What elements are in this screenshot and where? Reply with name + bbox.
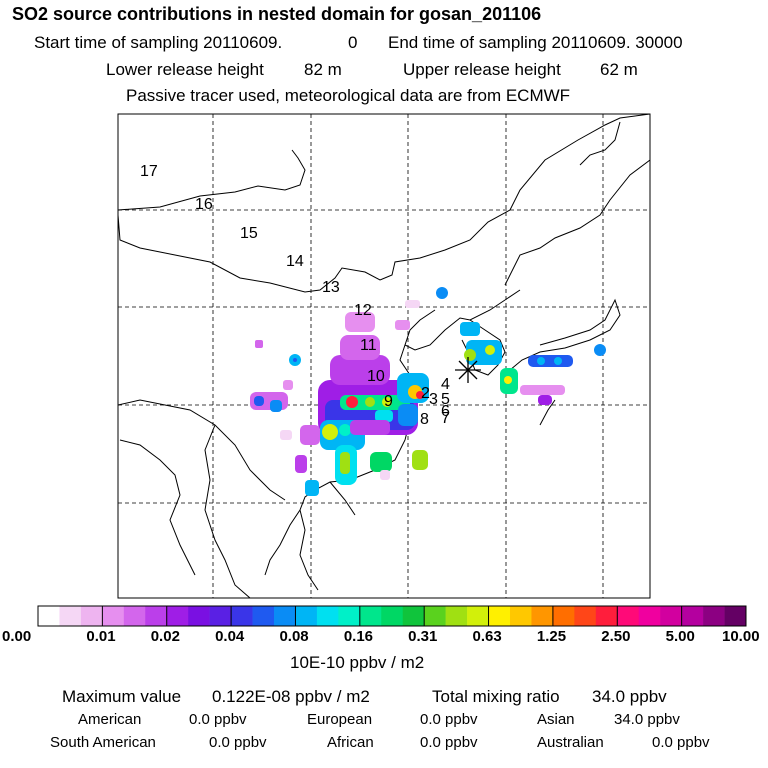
region-asian-value: 34.0 ppbv [614,711,680,728]
colorbar-tick-label: 0.16 [343,628,374,645]
colorbar-swatch [252,606,275,626]
max-value-label: Maximum value [62,687,182,706]
colorbar-units: 10E-10 ppbv / m2 [290,653,425,672]
colorbar-swatch [467,606,489,626]
colorbar-tick-label: 1.25 [536,628,567,645]
lower-release-label: Lower release height [106,60,264,79]
colorbar-swatch [188,606,210,626]
end-time-label: End time of sampling 20110609. 30000 [388,33,683,52]
region-european-label: European [307,711,373,728]
day-marker-16: 16 [195,196,213,213]
colorbar-swatch [38,606,60,626]
coastlines [118,114,650,598]
colorbar-swatch [574,606,597,626]
colorbar-swatch [295,606,318,626]
colorbar-tick-label: 0.31 [408,628,438,645]
colorbar [37,605,747,627]
region-african-label: African [327,734,374,751]
colorbar-tick-label: 0.08 [279,628,309,645]
colorbar-swatch [531,606,554,626]
region-south-american-label: South American [50,734,156,751]
region-asian-label: Asian [537,711,575,728]
colorbar-swatch [316,606,339,626]
colorbar-swatch [359,606,382,626]
region-south-american-value: 0.0 ppbv [209,734,267,751]
day-marker-7: 7 [441,410,450,427]
day-marker-3: 3 [429,391,438,408]
day-marker-6: 6 [441,403,450,420]
total-mixing-value: 34.0 ppbv [592,687,667,706]
colorbar-swatch [660,606,682,626]
start-time-hour: 0 [348,33,358,52]
colorbar-swatch [381,606,404,626]
map-content [118,114,650,598]
colorbar-swatch [231,606,253,626]
region-african-value: 0.0 ppbv [420,734,478,751]
so2-plume [250,287,606,496]
day-marker-13: 13 [322,279,340,296]
region-australian-value: 0.0 ppbv [652,734,710,751]
colorbar-swatch [595,606,618,626]
day-marker-2: 2 [421,385,430,402]
colorbar-tick-label: 0.63 [472,628,502,645]
colorbar-swatch [123,606,146,626]
region-european-value: 0.0 ppbv [420,711,478,728]
region-australian-label: Australian [537,734,604,751]
day-marker-14: 14 [286,253,304,270]
colorbar-tick-label: 5.00 [665,628,695,645]
day-marker-9: 9 [384,393,393,410]
day-marker-10: 10 [367,368,385,385]
total-mixing-label: Total mixing ratio [432,687,560,706]
colorbar-swatch [209,606,232,626]
colorbar-swatch [681,606,704,626]
tracer-note: Passive tracer used, meteorological data… [126,86,571,105]
colorbar-swatch [424,606,446,626]
colorbar-tick-label: 0.04 [215,628,245,645]
colorbar-swatch [445,606,468,626]
day-marker-5: 5 [441,391,450,408]
colorbar-swatch [145,606,168,626]
colorbar-swatch [617,606,640,626]
colorbar-swatch [102,606,125,626]
map-title: SO2 source contributions in nested domai… [12,4,542,24]
upper-release-label: Upper release height [403,60,561,79]
receptor-marker [455,357,481,383]
colorbar-tick-label: 0.01 [86,628,116,645]
colorbar-swatch [510,606,532,626]
day-marker-4: 4 [441,376,450,393]
lower-release-value: 82 m [304,60,342,79]
day-marker-17: 17 [140,163,158,180]
colorbar-swatch [59,606,82,626]
upper-release-value: 62 m [600,60,638,79]
day-marker-8: 8 [420,411,429,428]
colorbar-swatch [338,606,361,626]
colorbar-tick-label: 10.00 [722,628,760,645]
colorbar-swatch [552,606,575,626]
max-value: 0.122E-08 ppbv / m2 [212,687,370,706]
colorbar-swatch [80,606,103,626]
colorbar-tick-label: 0.00 [2,628,32,645]
day-marker-11: 11 [360,337,377,354]
start-time-label: Start time of sampling 20110609. [34,33,283,52]
colorbar-swatch [166,606,189,626]
colorbar-swatch [703,606,725,626]
colorbar-swatch [488,606,511,626]
day-marker-15: 15 [240,225,258,242]
colorbar-swatch [724,606,747,626]
region-american-label: American [78,711,142,728]
day-marker-12: 12 [354,302,372,319]
colorbar-swatch [402,606,425,626]
colorbar-tick-label: 2.50 [601,628,631,645]
colorbar-tick-label: 0.02 [150,628,180,645]
colorbar-swatch [274,606,296,626]
region-american-value: 0.0 ppbv [189,711,247,728]
colorbar-swatch [638,606,661,626]
